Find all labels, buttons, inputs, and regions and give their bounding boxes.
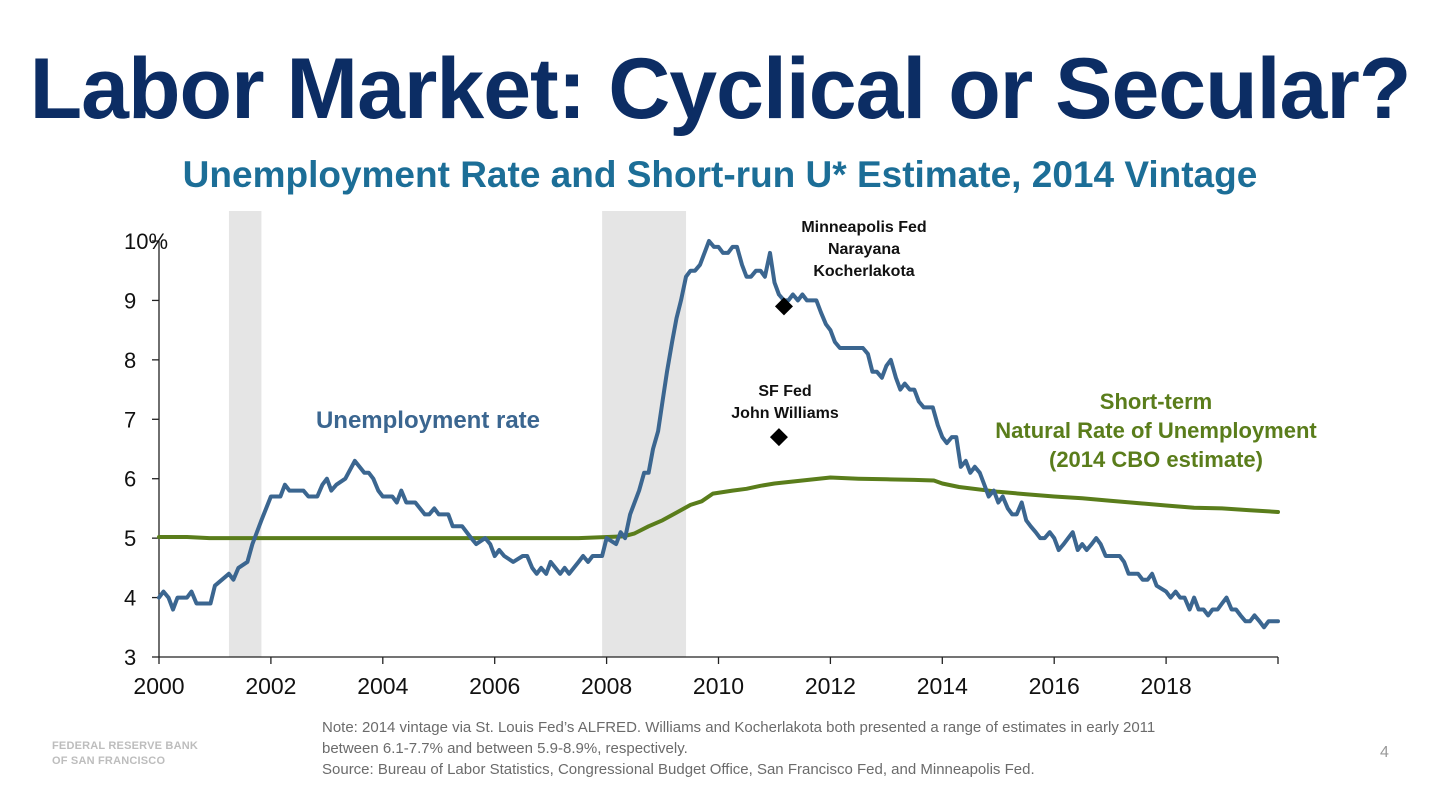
natural-rate-label-line3: (2014 CBO estimate): [1049, 447, 1263, 472]
kocherlakota-label-line3: Kocherlakota: [813, 263, 914, 280]
series-group: [157, 239, 1280, 630]
x-tick-label: 2002: [245, 673, 296, 699]
frbsf-logo: FEDERAL RESERVE BANK OF SAN FRANCISCO: [52, 739, 198, 769]
x-tick-label: 2018: [1141, 673, 1192, 699]
page-number: 4: [1380, 744, 1389, 761]
x-tick-label: 2012: [805, 673, 856, 699]
kocherlakota-marker: [774, 297, 793, 316]
y-tick-label: 7: [124, 407, 136, 432]
x-tick-label: 2014: [917, 673, 968, 699]
note-line-1: Note: 2014 vintage via St. Louis Fed’s A…: [322, 719, 1156, 736]
chart-subtitle: Unemployment Rate and Short-run U* Estim…: [182, 154, 1258, 195]
y-tick-label: 6: [124, 467, 136, 492]
natural-rate-label-line1: Short-term: [1100, 389, 1212, 414]
recession-band: [228, 211, 262, 657]
kocherlakota-label-line2: Narayana: [828, 241, 900, 258]
recession-shading-group: [228, 211, 687, 657]
logo-line-2: OF SAN FRANCISCO: [52, 755, 166, 767]
y-tick-label: 10%: [124, 229, 168, 254]
williams-label-line1: SF Fed: [758, 383, 811, 400]
source-line: Source: Bureau of Labor Statistics, Cong…: [322, 761, 1035, 778]
williams-label-line2: John Williams: [731, 405, 839, 422]
y-tick-label: 9: [124, 288, 136, 313]
kocherlakota-label-line1: Minneapolis Fed: [801, 219, 926, 236]
chart-note: Note: 2014 vintage via St. Louis Fed’s A…: [322, 717, 1282, 780]
x-tick-label: 2016: [1029, 673, 1080, 699]
y-tick-label: 8: [124, 348, 136, 373]
y-tick-label: 4: [124, 586, 136, 611]
page-title: Labor Market: Cyclical or Secular?: [29, 41, 1412, 137]
note-line-2: between 6.1-7.7% and between 5.9-8.9%, r…: [322, 740, 688, 757]
axes-group: 3 4 5 6 7 8 9 10% 2000 2002 2004 2006 2008 2010 2012 20…: [124, 229, 1279, 699]
natural-rate-line: [157, 475, 1280, 541]
natural-rate-label-line2: Natural Rate of Unemployment: [995, 418, 1317, 443]
x-tick-label: 2006: [469, 673, 520, 699]
y-tick-label: 5: [124, 526, 136, 551]
x-tick-label: 2004: [357, 673, 408, 699]
x-tick-label: 2000: [133, 673, 184, 699]
x-tick-label: 2010: [693, 673, 744, 699]
logo-line-1: FEDERAL RESERVE BANK: [52, 740, 199, 752]
y-tick-label: 3: [124, 645, 136, 670]
williams-marker: [769, 428, 788, 447]
unemployment-rate-line: [157, 239, 1280, 630]
markers-group: [769, 297, 793, 447]
recession-band: [602, 211, 687, 657]
unemployment-rate-label: Unemployment rate: [316, 407, 540, 434]
x-tick-label: 2008: [581, 673, 632, 699]
